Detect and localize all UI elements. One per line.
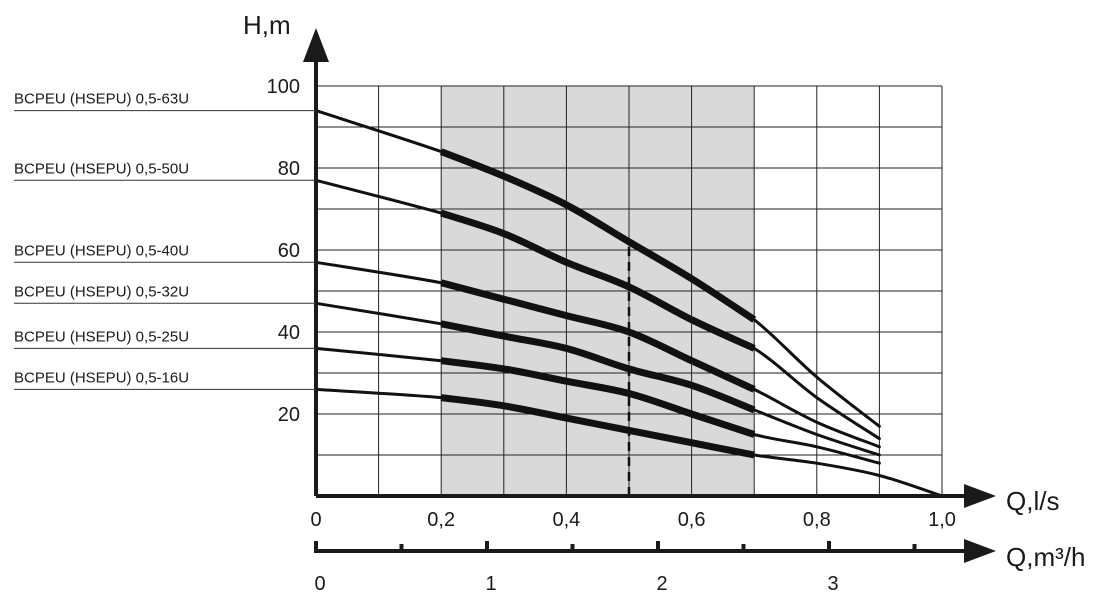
x-tick-label: 0,4 (552, 509, 580, 531)
x2-axis-arrow (964, 539, 996, 563)
x-tick-label: 1,0 (928, 509, 956, 531)
series-label: BCPEU (HSEPU) 0,5-63U (14, 91, 189, 108)
curve-working-segment-3 (440, 279, 756, 393)
x2-tick-label: 3 (827, 573, 838, 595)
y-tick-label: 100 (267, 76, 300, 98)
x-axis-arrow (964, 484, 996, 508)
y-tick-label: 20 (278, 404, 300, 426)
curve-working-segment-6 (440, 394, 755, 459)
curve-working-segment-2 (440, 209, 756, 352)
y-axis-arrow (303, 28, 329, 62)
y-tick-label: 60 (278, 240, 300, 262)
curve-working-segment-4 (440, 320, 756, 414)
x-tick-label: 0 (310, 509, 321, 531)
x2-tick-label: 0 (314, 573, 325, 595)
axes-layer: 20 40 60 80 100 0 0,2 0,4 0,6 0,8 1,0 0 1 2 3 (267, 28, 996, 595)
curve-working-segment-5 (440, 357, 756, 438)
series-label: BCPEU (HSEPU) 0,5-40U (14, 242, 189, 259)
x2-tick-label: 1 (485, 573, 496, 595)
x-axis-title: Q,l/s (1006, 486, 1059, 516)
x2-tick-label: 2 (656, 573, 667, 595)
y-axis-title: H,m (243, 10, 291, 40)
y-tick-label: 40 (278, 322, 300, 344)
curves-layer (314, 109, 944, 498)
labels-layer: BCPEU (HSEPU) 0,5-63U BCPEU (HSEPU) 0,5-5… (14, 91, 316, 390)
x2-axis-title: Q,m³/h (1006, 542, 1085, 572)
x-tick-label: 0,8 (803, 509, 831, 531)
series-label: BCPEU (HSEPU) 0,5-16U (14, 369, 189, 386)
series-label: BCPEU (HSEPU) 0,5-32U (14, 283, 189, 300)
y-tick-label: 80 (278, 158, 300, 180)
curve-working-segment-1 (439, 148, 757, 323)
x-tick-label: 0,2 (427, 509, 455, 531)
series-label: BCPEU (HSEPU) 0,5-25U (14, 328, 189, 345)
x-tick-label: 0,6 (678, 509, 706, 531)
series-label: BCPEU (HSEPU) 0,5-50U (14, 160, 189, 177)
